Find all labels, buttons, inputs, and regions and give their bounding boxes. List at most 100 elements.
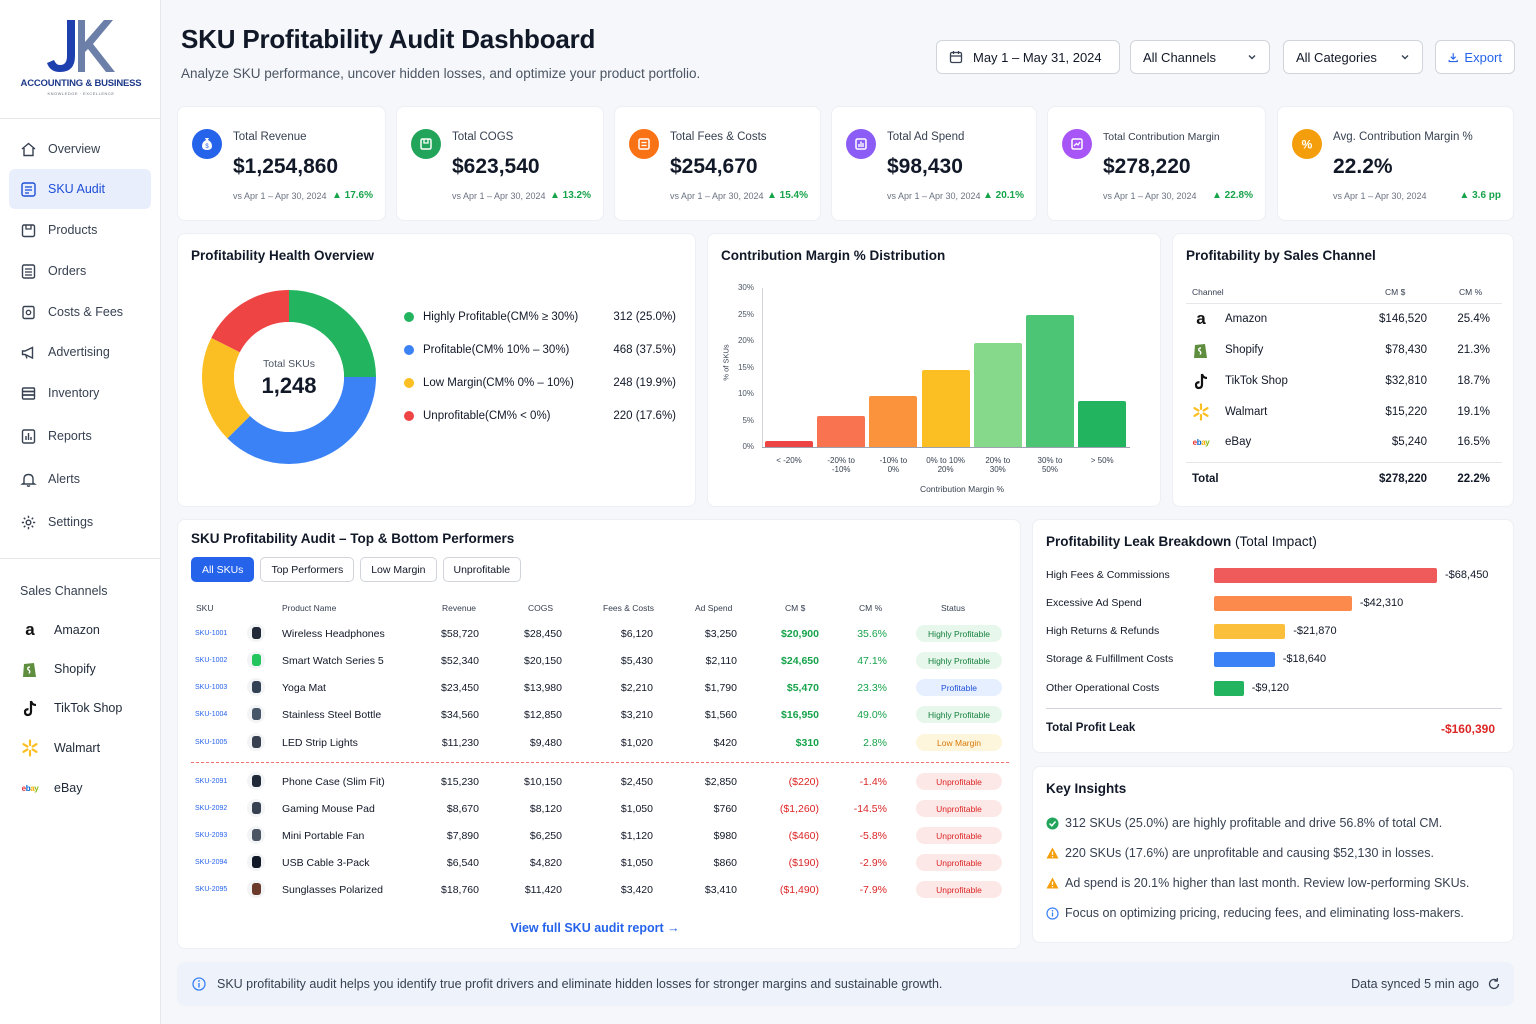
sku-code[interactable]: SKU-1004 <box>195 711 228 718</box>
legend-name: Low Margin <box>423 377 483 389</box>
channel-row[interactable]: Shopify $78,430 21.3% <box>1186 339 1516 361</box>
kpi-value: $98,430 <box>887 155 963 178</box>
sidebar-item-sku-audit[interactable]: SKU Audit <box>9 169 151 209</box>
sidebar-item-overview[interactable]: Overview <box>9 129 151 169</box>
sidebar-channel-tiktok-shop[interactable]: TikTok Shop <box>20 694 122 722</box>
kpi-change: ▲ 20.1% <box>982 190 1024 201</box>
tab-low-margin[interactable]: Low Margin <box>360 557 437 582</box>
sidebar-item-reports[interactable]: Reports <box>9 416 151 456</box>
product-name: USB Cable 3-Pack <box>282 857 370 869</box>
product-name: Phone Case (Slim Fit) <box>282 776 385 788</box>
view-full-report-link[interactable]: View full SKU audit report → <box>510 921 680 935</box>
table-row[interactable]: SKU-1001 Wireless Headphones $58,720 $28,45… <box>191 620 1009 647</box>
table-row[interactable]: SKU-2095 Sunglasses Polarized $18,760 $11,4… <box>191 876 1009 903</box>
kpi-change: ▲ 17.6% <box>331 190 373 201</box>
brand-logo[interactable]: ACCOUNTING & BUSINESS KNOWLEDGE · EXCELL… <box>20 16 142 100</box>
legend-name: Highly Profitable <box>423 311 507 323</box>
sku-code[interactable]: SKU-2093 <box>195 832 228 839</box>
sidebar-item-advertising[interactable]: Advertising <box>9 332 151 372</box>
sidebar-channel-walmart[interactable]: Walmart <box>20 734 100 762</box>
channel-name: TikTok Shop <box>1225 375 1288 387</box>
refresh-icon[interactable] <box>1487 977 1501 991</box>
product-thumbnail-icon <box>247 880 265 898</box>
sku-table-title: SKU Profitability Audit – Top & Bottom P… <box>191 531 515 546</box>
col-header[interactable]: CM % <box>859 603 883 613</box>
channel-row[interactable]: TikTok Shop $32,810 18.7% <box>1186 370 1516 392</box>
ad-spend: $860 <box>713 857 737 869</box>
col-header[interactable]: CM $ <box>785 603 806 613</box>
product-name: Mini Portable Fan <box>282 830 365 842</box>
tab-unprofitable[interactable]: Unprofitable <box>442 557 522 582</box>
date-range-picker[interactable]: May 1 – May 31, 2024 <box>936 40 1120 74</box>
table-row[interactable]: SKU-2091 Phone Case (Slim Fit) $15,230 $10,… <box>191 768 1009 795</box>
table-row[interactable]: SKU-2092 Gaming Mouse Pad $8,670 $8,120 $1,0… <box>191 795 1009 822</box>
fees-costs: $3,210 <box>620 709 653 721</box>
sku-code[interactable]: SKU-1003 <box>195 684 228 691</box>
performers-separator <box>191 762 1009 763</box>
sku-code[interactable]: SKU-1001 <box>195 630 228 637</box>
kpi-compare: vs Apr 1 – Apr 30, 2024 <box>670 191 764 201</box>
leak-total-label: Total Profit Leak <box>1046 722 1136 734</box>
sidebar-channel-amazon[interactable]: a Amazon <box>20 616 100 644</box>
channel-select[interactable]: All Channels <box>1130 40 1270 74</box>
sidebar-channel-ebay[interactable]: ebay eBay <box>20 774 83 802</box>
tab-all-skus[interactable]: All SKUs <box>191 557 255 582</box>
col-header[interactable]: SKU <box>196 603 214 613</box>
leak-title-main: Profitability Leak Breakdown <box>1046 534 1232 549</box>
product-name: Stainless Steel Bottle <box>282 709 382 721</box>
x-tick-label: 20% to 30% <box>975 456 1021 474</box>
col-header[interactable]: COGS <box>528 603 554 613</box>
jk-logo-icon <box>47 20 115 72</box>
kpi-compare: vs Apr 1 – Apr 30, 2024 <box>1333 191 1427 201</box>
channel-row[interactable]: ebay eBay $5,240 16.5% <box>1186 431 1516 453</box>
walmart-icon <box>1191 402 1211 422</box>
sidebar-item-orders[interactable]: Orders <box>9 251 151 291</box>
table-row[interactable]: SKU-1004 Stainless Steel Bottle $34,560 $12… <box>191 701 1009 728</box>
sku-code[interactable]: SKU-1002 <box>195 657 228 664</box>
sidebar-item-inventory[interactable]: Inventory <box>9 373 151 413</box>
cm-dollar: $16,950 <box>781 709 819 721</box>
sidebar-item-alerts[interactable]: Alerts <box>9 459 151 499</box>
table-row[interactable]: SKU-2094 USB Cable 3-Pack $6,540 $4,820 $1,0… <box>191 849 1009 876</box>
sidebar-channel-shopify[interactable]: Shopify <box>20 655 96 683</box>
sidebar-divider <box>0 558 161 559</box>
sidebar-divider <box>0 118 161 119</box>
cogs: $10,150 <box>524 776 562 788</box>
home-icon <box>21 142 36 156</box>
sku-code[interactable]: SKU-2095 <box>195 886 228 893</box>
revenue: $8,670 <box>446 803 479 815</box>
table-row[interactable]: SKU-1005 LED Strip Lights $11,230 $9,480 $1,… <box>191 729 1009 756</box>
channel-row[interactable]: a Amazon $146,520 25.4% <box>1186 308 1516 330</box>
key-insights-card: Key Insights 312 SKUs (25.0%) are highly… <box>1032 766 1514 943</box>
sidebar-item-costs-fees[interactable]: Costs & Fees <box>9 292 151 332</box>
col-header[interactable]: Product Name <box>282 603 337 613</box>
sku-code[interactable]: SKU-2092 <box>195 805 228 812</box>
kpi-label: Avg. Contribution Margin % <box>1333 131 1473 143</box>
sku-code[interactable]: SKU-2094 <box>195 859 228 866</box>
sidebar-item-settings[interactable]: Settings <box>9 502 151 542</box>
table-row[interactable]: SKU-1002 Smart Watch Series 5 $52,340 $20,1… <box>191 647 1009 674</box>
channel-row[interactable]: Walmart $15,220 19.1% <box>1186 401 1516 423</box>
table-row[interactable]: SKU-1003 Yoga Mat $23,450 $13,980 $2,210 $1,7… <box>191 674 1009 701</box>
col-header[interactable]: Ad Spend <box>695 603 733 613</box>
tab-top-performers[interactable]: Top Performers <box>260 557 355 582</box>
bar-3 <box>921 370 970 447</box>
legend-dot <box>404 345 414 355</box>
col-header[interactable]: Status <box>941 603 966 613</box>
product-name: Smart Watch Series 5 <box>282 655 384 667</box>
category-select[interactable]: All Categories <box>1283 40 1423 74</box>
col-header[interactable]: Revenue <box>442 603 477 613</box>
sku-code[interactable]: SKU-1005 <box>195 739 228 746</box>
product-thumbnail-icon <box>247 705 265 723</box>
export-button[interactable]: Export <box>1435 40 1515 74</box>
channel-profitability-card: Profitability by Sales Channel Channel C… <box>1172 233 1514 507</box>
sidebar-item-products[interactable]: Products <box>9 210 151 250</box>
col-header[interactable]: Fees & Costs <box>603 603 655 613</box>
channel-pct: 21.3% <box>1457 344 1490 356</box>
table-row[interactable]: SKU-2093 Mini Portable Fan $7,890 $6,250 $1,… <box>191 822 1009 849</box>
ad-spend: $1,790 <box>704 682 737 694</box>
margin-icon <box>1062 129 1092 159</box>
sidebar-item-label: Inventory <box>48 386 100 400</box>
sku-code[interactable]: SKU-2091 <box>195 778 228 785</box>
product-name: LED Strip Lights <box>282 737 358 749</box>
